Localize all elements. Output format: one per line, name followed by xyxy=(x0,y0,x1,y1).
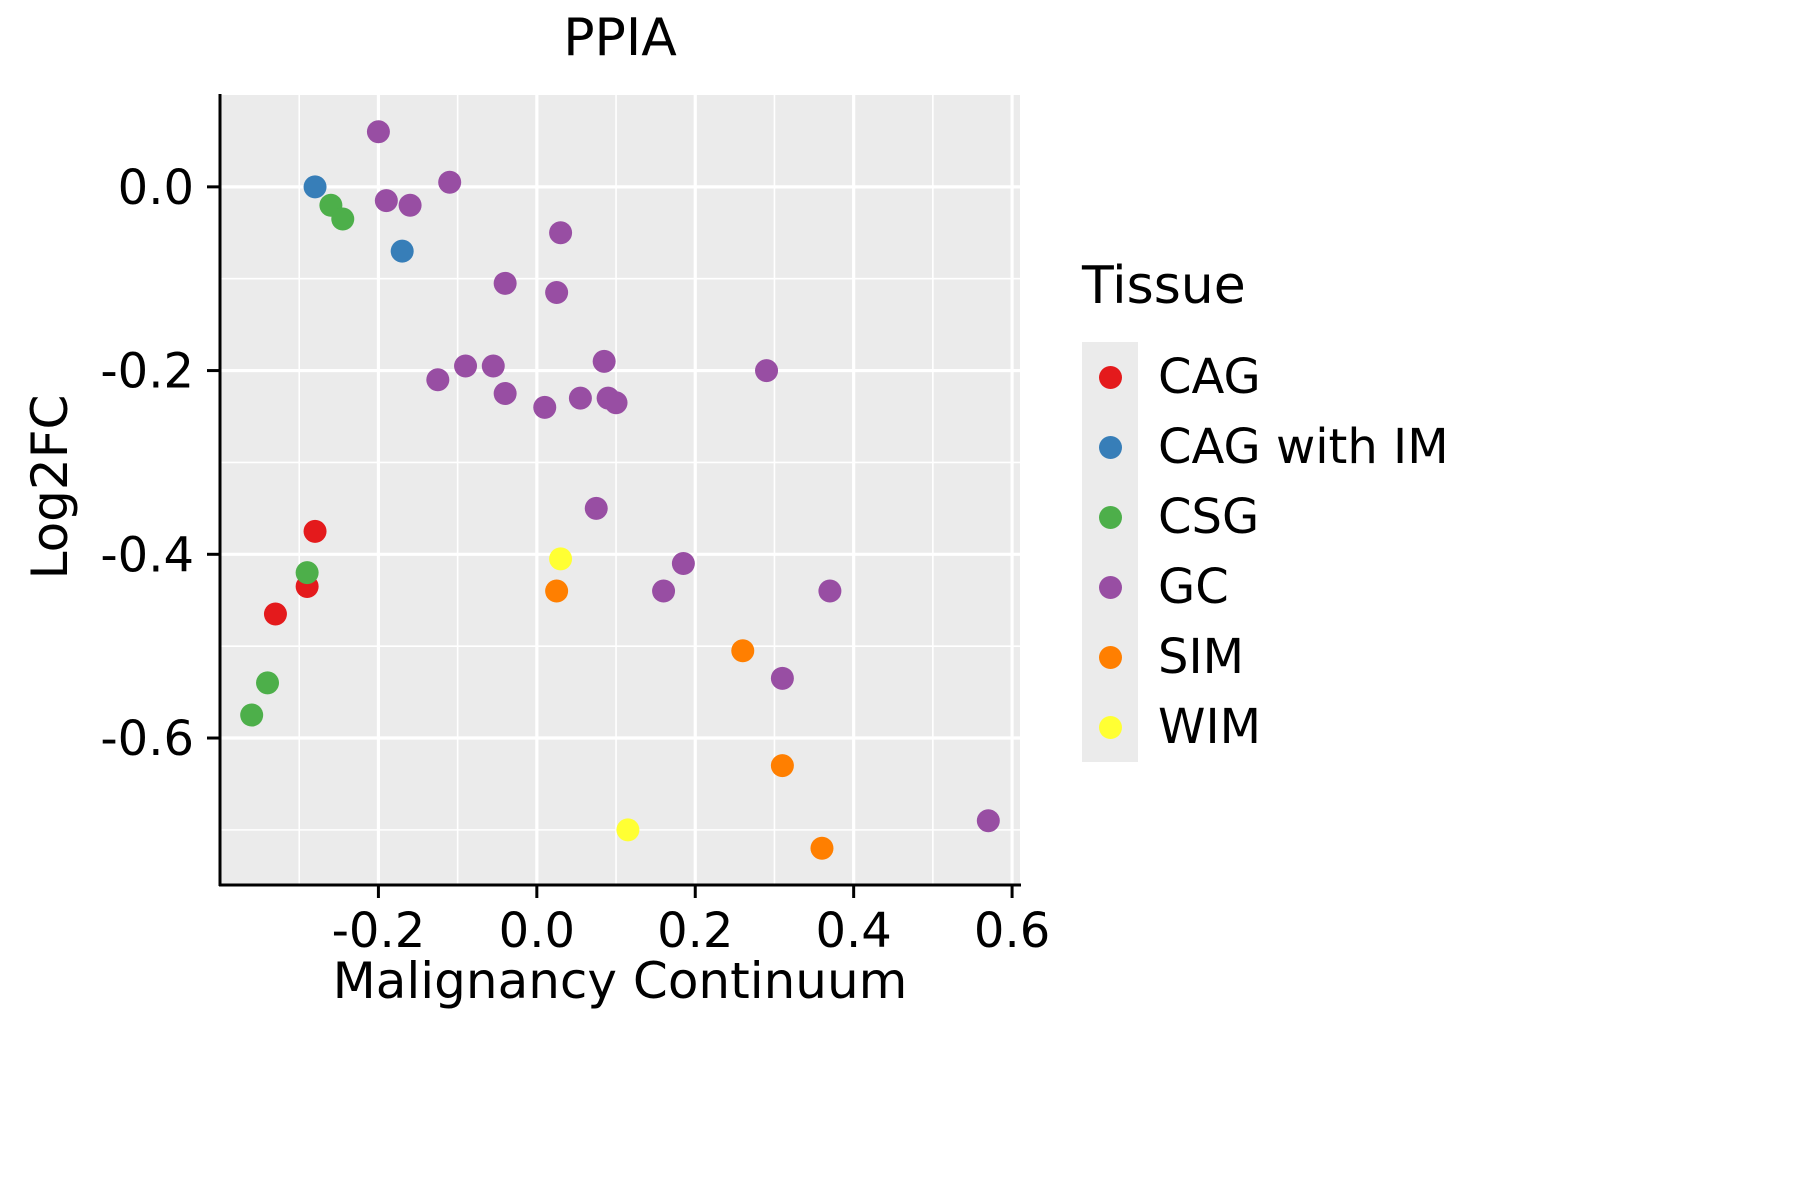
data-point-sim xyxy=(810,836,834,860)
data-point-gc xyxy=(976,809,1000,833)
data-point-gc xyxy=(755,359,779,383)
data-point-gc xyxy=(568,386,592,410)
data-point-wim xyxy=(549,547,573,571)
legend-dot-icon xyxy=(1098,575,1122,599)
data-point-csg xyxy=(331,207,355,231)
legend-key-cag xyxy=(1082,342,1138,412)
legend: Tissue CAG CAG with IM CSG GC SIM WIM xyxy=(1082,256,1449,762)
x-tick-label: 0.6 xyxy=(974,903,1050,959)
legend-key-gc xyxy=(1082,552,1138,622)
x-axis-title: Malignancy Continuum xyxy=(332,952,908,1010)
y-tick-label: -0.2 xyxy=(100,344,194,400)
data-point-gc xyxy=(366,120,390,144)
legend-label: GC xyxy=(1158,559,1229,615)
legend-label: SIM xyxy=(1158,629,1245,685)
x-tick-label: 0.0 xyxy=(499,903,575,959)
data-point-gc xyxy=(549,221,573,245)
y-axis-title: Log2FC xyxy=(21,394,79,580)
data-point-gc xyxy=(604,391,628,415)
y-tick-label: -0.6 xyxy=(100,711,194,767)
data-point-sim xyxy=(770,754,794,778)
legend-key-csg xyxy=(1082,482,1138,552)
legend-label: WIM xyxy=(1158,699,1262,755)
legend-dot-icon xyxy=(1098,435,1122,459)
legend-label: CAG xyxy=(1158,349,1261,405)
legend-label: CSG xyxy=(1158,489,1260,545)
x-tick-label: 0.4 xyxy=(815,903,891,959)
legend-key-sim xyxy=(1082,622,1138,692)
data-point-gc xyxy=(584,496,608,520)
data-point-sim xyxy=(731,639,755,663)
data-point-gc xyxy=(818,579,842,603)
plot-panel xyxy=(220,95,1020,885)
data-point-gc xyxy=(652,579,676,603)
legend-item-sim: SIM xyxy=(1082,622,1449,692)
data-point-gc xyxy=(454,354,478,378)
legend-dot-icon xyxy=(1098,645,1122,669)
data-point-gc xyxy=(481,354,505,378)
legend-key-wim xyxy=(1082,692,1138,762)
data-point-gc xyxy=(493,382,517,406)
chart-title: PPIA xyxy=(563,8,677,68)
data-point-gc xyxy=(493,271,517,295)
x-tick-label: 0.2 xyxy=(657,903,733,959)
legend-item-csg: CSG xyxy=(1082,482,1449,552)
data-point-gc xyxy=(545,281,569,304)
legend-title: Tissue xyxy=(1082,256,1246,316)
legend-dot-icon xyxy=(1098,505,1122,529)
data-point-csg xyxy=(295,561,319,585)
data-point-gc xyxy=(374,189,398,213)
data-point-csg xyxy=(256,671,280,695)
data-point-csg xyxy=(240,703,264,727)
legend-item-gc: GC xyxy=(1082,552,1449,622)
data-point-gc xyxy=(398,193,422,217)
data-point-cag-with-im xyxy=(303,175,327,199)
legend-dot-icon xyxy=(1098,715,1122,739)
data-point-gc xyxy=(533,395,557,419)
legend-label: CAG with IM xyxy=(1158,419,1449,475)
y-tick-label: 0.0 xyxy=(118,160,194,216)
data-point-gc xyxy=(671,551,695,575)
data-point-wim xyxy=(616,818,640,842)
data-point-sim xyxy=(545,579,569,603)
data-point-cag-with-im xyxy=(390,239,414,263)
data-point-gc xyxy=(426,368,450,392)
data-point-cag xyxy=(303,519,327,543)
legend-dot-icon xyxy=(1098,365,1122,389)
legend-items: CAG CAG with IM CSG GC SIM WIM xyxy=(1082,342,1449,762)
data-point-gc xyxy=(592,349,616,373)
legend-item-cag-with-im: CAG with IM xyxy=(1082,412,1449,482)
data-point-cag xyxy=(263,602,287,626)
x-tick-label: -0.2 xyxy=(332,903,426,959)
data-point-gc xyxy=(770,666,794,690)
legend-key-cag-with-im xyxy=(1082,412,1138,482)
legend-item-wim: WIM xyxy=(1082,692,1449,762)
data-point-gc xyxy=(438,170,462,194)
legend-item-cag: CAG xyxy=(1082,342,1449,412)
y-tick-label: -0.4 xyxy=(100,527,194,583)
